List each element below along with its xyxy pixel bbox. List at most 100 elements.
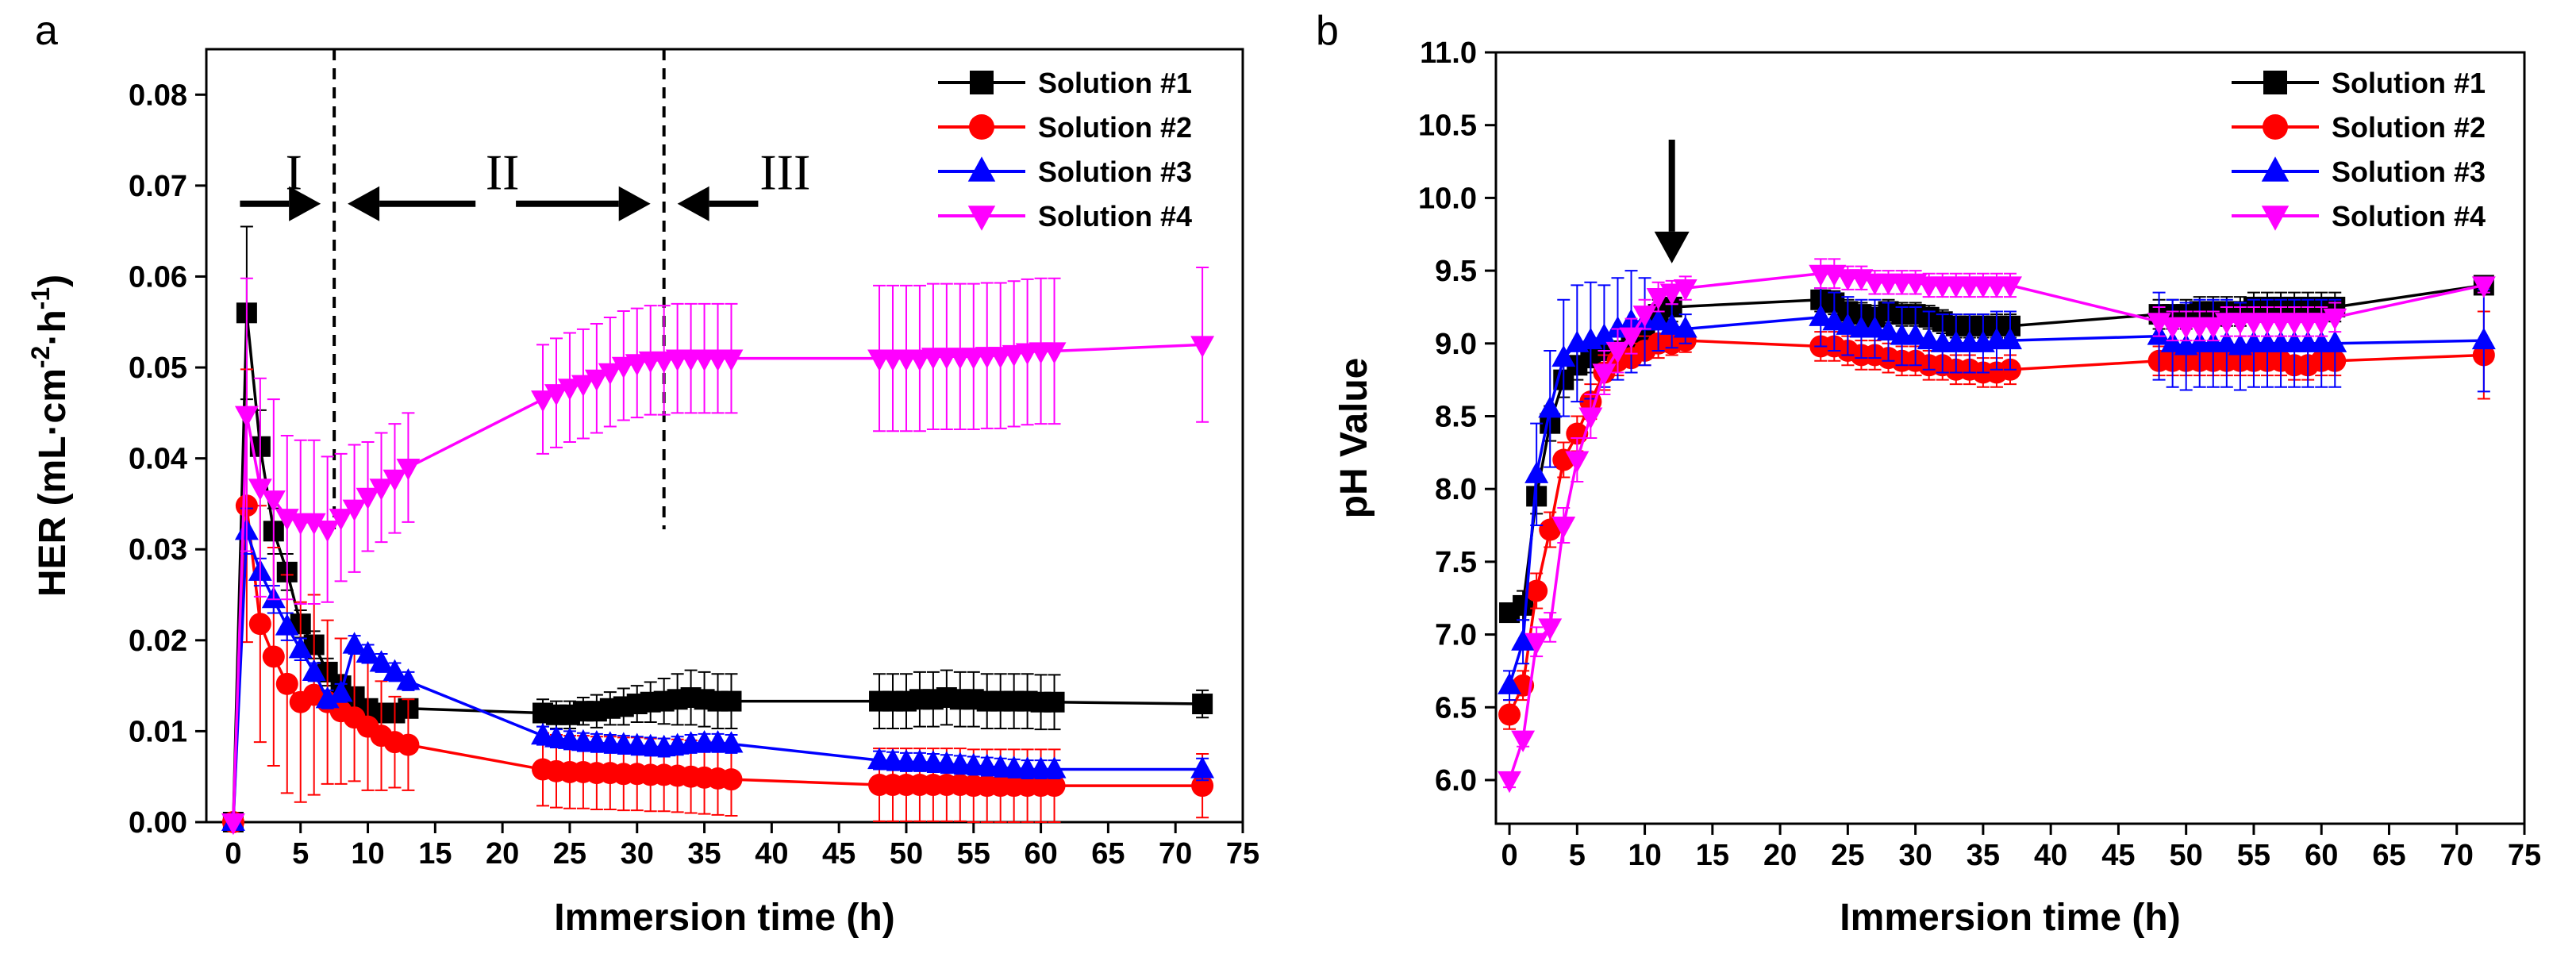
legend-label: Solution #4 <box>2332 200 2486 233</box>
legend-marker <box>967 156 996 182</box>
panel-b-y-tick-label: 10.0 <box>1418 182 1477 215</box>
panel-b-x-axis-title: Immersion time (h) <box>1840 897 2180 939</box>
data-point <box>719 349 744 371</box>
panel-b-y-tick-label: 9.0 <box>1435 328 1477 361</box>
data-point <box>720 768 743 791</box>
data-point <box>221 813 245 836</box>
data-point <box>1592 323 1617 345</box>
panel-a-series-4 <box>221 267 1215 836</box>
panel-b-x-tick-label: 50 <box>2170 839 2203 872</box>
panel-a-x-tick-label: 55 <box>957 837 990 871</box>
data-point <box>2471 327 2496 350</box>
data-point <box>2323 308 2347 331</box>
panel-b-x-tick-label: 40 <box>2034 839 2067 872</box>
panel-b-series-4 <box>1498 258 2496 794</box>
panel-b-series-2 <box>1498 310 2495 730</box>
data-point <box>1632 306 1657 328</box>
legend-marker <box>2263 71 2287 94</box>
data-point <box>342 632 367 654</box>
panel-a-x-tick-label: 0 <box>225 837 241 871</box>
panel-a-series-2 <box>221 368 1214 833</box>
data-point <box>261 490 286 513</box>
panel-a-x-tick-label: 25 <box>553 837 586 871</box>
data-point <box>1043 775 1066 798</box>
panel-b-x-tick-label: 30 <box>1898 839 1932 872</box>
data-point <box>2323 330 2347 352</box>
data-point <box>383 469 407 492</box>
data-point <box>315 520 340 543</box>
panel-b-x-tick-label: 5 <box>1569 839 1586 872</box>
data-point <box>598 363 622 386</box>
panel-a-y-title-sup: -2 <box>26 346 55 368</box>
data-point <box>1551 516 1576 539</box>
data-point <box>1042 756 1067 778</box>
panel-a-y-tick-label: 0.01 <box>129 715 187 748</box>
panel-a-x-tick-label: 75 <box>1226 837 1259 871</box>
data-point <box>302 513 326 536</box>
data-point <box>356 487 380 510</box>
legend-label: Solution #2 <box>2332 111 2486 144</box>
panel-b-label: b <box>1316 8 1339 54</box>
data-point <box>1192 694 1213 715</box>
panel-a-x-tick-label: 10 <box>351 837 384 871</box>
legend-label: Solution #3 <box>2332 156 2486 188</box>
panel-a-annotations: I II III <box>240 49 810 530</box>
panel-a-y-title-part: ) <box>32 275 74 287</box>
legend-label: Solution #1 <box>2332 67 2486 99</box>
data-point <box>248 613 271 636</box>
data-point <box>571 375 595 397</box>
panel-b-y-tick-label: 8.5 <box>1435 400 1477 433</box>
data-point <box>1539 518 1562 541</box>
legend-label: Solution #1 <box>1038 67 1192 99</box>
panel-a-y-tick-label: 0.03 <box>129 533 187 567</box>
data-point <box>1042 342 1067 364</box>
panel-a-y-tick-label: 0.02 <box>129 625 187 658</box>
panel-a-label: a <box>35 8 58 54</box>
legend-label: Solution #2 <box>1038 111 1192 144</box>
data-point <box>315 686 340 709</box>
data-point <box>396 668 421 690</box>
data-point <box>369 650 394 672</box>
data-point <box>1998 276 2022 298</box>
panel-b: b 0 5 10 15 20 25 30 35 40 45 50 55 60 65 70 75 6.0 6.5 7.… <box>1316 8 2541 939</box>
data-point <box>1809 304 1833 326</box>
data-point <box>1998 327 2022 350</box>
data-point <box>1565 451 1590 473</box>
panel-a-arrow-head <box>677 186 709 221</box>
panel-a-y-tick-label: 0.06 <box>129 260 187 294</box>
panel-b-x-tick-label: 55 <box>2237 839 2270 872</box>
panel-b-y-tick-label: 7.5 <box>1435 546 1477 579</box>
panel-b-y-tick-label: 6.0 <box>1435 764 1477 798</box>
data-point <box>234 406 259 428</box>
data-point <box>1511 730 1536 752</box>
data-point <box>1903 323 1928 345</box>
panel-a-plot-frame <box>205 48 1244 824</box>
panel-a-x-tick-label: 60 <box>1024 837 1057 871</box>
panel-b-y-tick-label: 8.0 <box>1435 473 1477 506</box>
panel-b-legend: Solution #1 Solution #2 Solution #3 Solutio… <box>2232 67 2486 233</box>
panel-b-y-axis-title: pH Value <box>1333 358 1375 519</box>
data-point <box>248 479 272 501</box>
panel-a-arrow-head <box>289 186 321 221</box>
panel-b-x-tick-label: 60 <box>2305 839 2338 872</box>
series-line <box>1508 339 2484 716</box>
data-point <box>1876 318 1901 341</box>
panel-a-y-title-part: ·h <box>32 309 74 345</box>
data-point <box>275 672 298 695</box>
panel-a-y-tick-label: 0.08 <box>129 79 187 112</box>
data-point <box>1190 756 1215 778</box>
legend-marker <box>2261 206 2290 231</box>
data-point <box>342 499 367 521</box>
data-point <box>1538 396 1563 418</box>
panel-a-y-tick-label: 0.00 <box>129 806 187 840</box>
data-point <box>1592 363 1617 386</box>
data-point <box>1578 407 1603 429</box>
data-point <box>557 379 582 401</box>
data-point <box>584 369 609 392</box>
panel-b-x-tick-label: 75 <box>2508 839 2541 872</box>
data-point <box>1525 579 1548 602</box>
panel-a-stage-label: II <box>486 144 520 201</box>
data-point <box>383 659 407 681</box>
data-point <box>625 354 649 376</box>
